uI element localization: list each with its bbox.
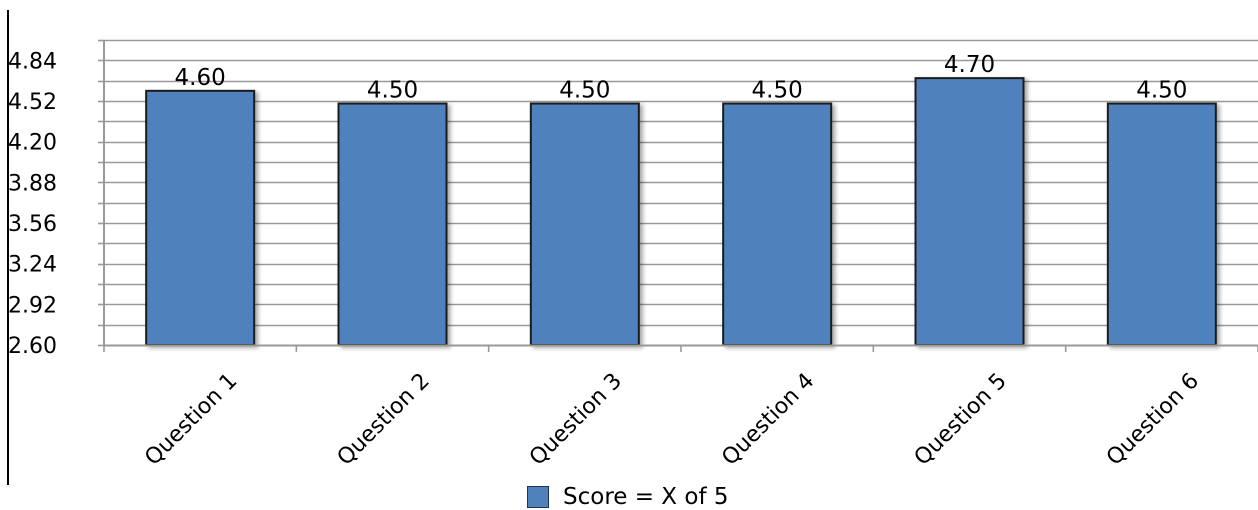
data-label: 4.50 <box>752 78 803 104</box>
y-tick-label: 4.52 <box>8 90 57 115</box>
bar <box>529 102 640 346</box>
y-tick-label: 2.92 <box>8 293 57 318</box>
y-tick-label: 3.24 <box>8 253 57 278</box>
bar-chart-plot: 2.60 2.92 3.24 3.56 3.88 4.20 4.52 4.84 4.60 Ques… <box>7 10 1258 485</box>
legend: Score = X of 5 <box>527 483 729 510</box>
y-tick-label: 3.56 <box>8 212 57 237</box>
data-label: 4.50 <box>367 78 418 104</box>
y-tick-label: 4.20 <box>8 131 57 156</box>
bar <box>337 102 448 346</box>
data-label: 4.70 <box>944 52 995 78</box>
data-label: 4.60 <box>175 65 226 91</box>
x-tick-label: Question 6 <box>1102 369 1204 471</box>
y-tick-label: 3.88 <box>8 171 57 196</box>
y-tick-label: 4.84 <box>8 49 57 74</box>
x-tick-label: Question 4 <box>717 369 819 471</box>
bar <box>722 102 833 346</box>
x-tick-label: Question 3 <box>525 369 627 471</box>
y-tick-label: 2.60 <box>8 334 57 359</box>
x-tick-label: Question 1 <box>140 369 242 471</box>
bar <box>1106 102 1217 346</box>
legend-swatch <box>527 485 549 508</box>
data-label: 4.50 <box>559 78 610 104</box>
bar <box>145 89 256 347</box>
x-tick-label: Question 5 <box>910 369 1012 471</box>
legend-label: Score = X of 5 <box>563 483 729 510</box>
data-label: 4.50 <box>1136 78 1187 104</box>
x-tick-label: Question 2 <box>333 369 435 471</box>
bar <box>914 77 1025 346</box>
